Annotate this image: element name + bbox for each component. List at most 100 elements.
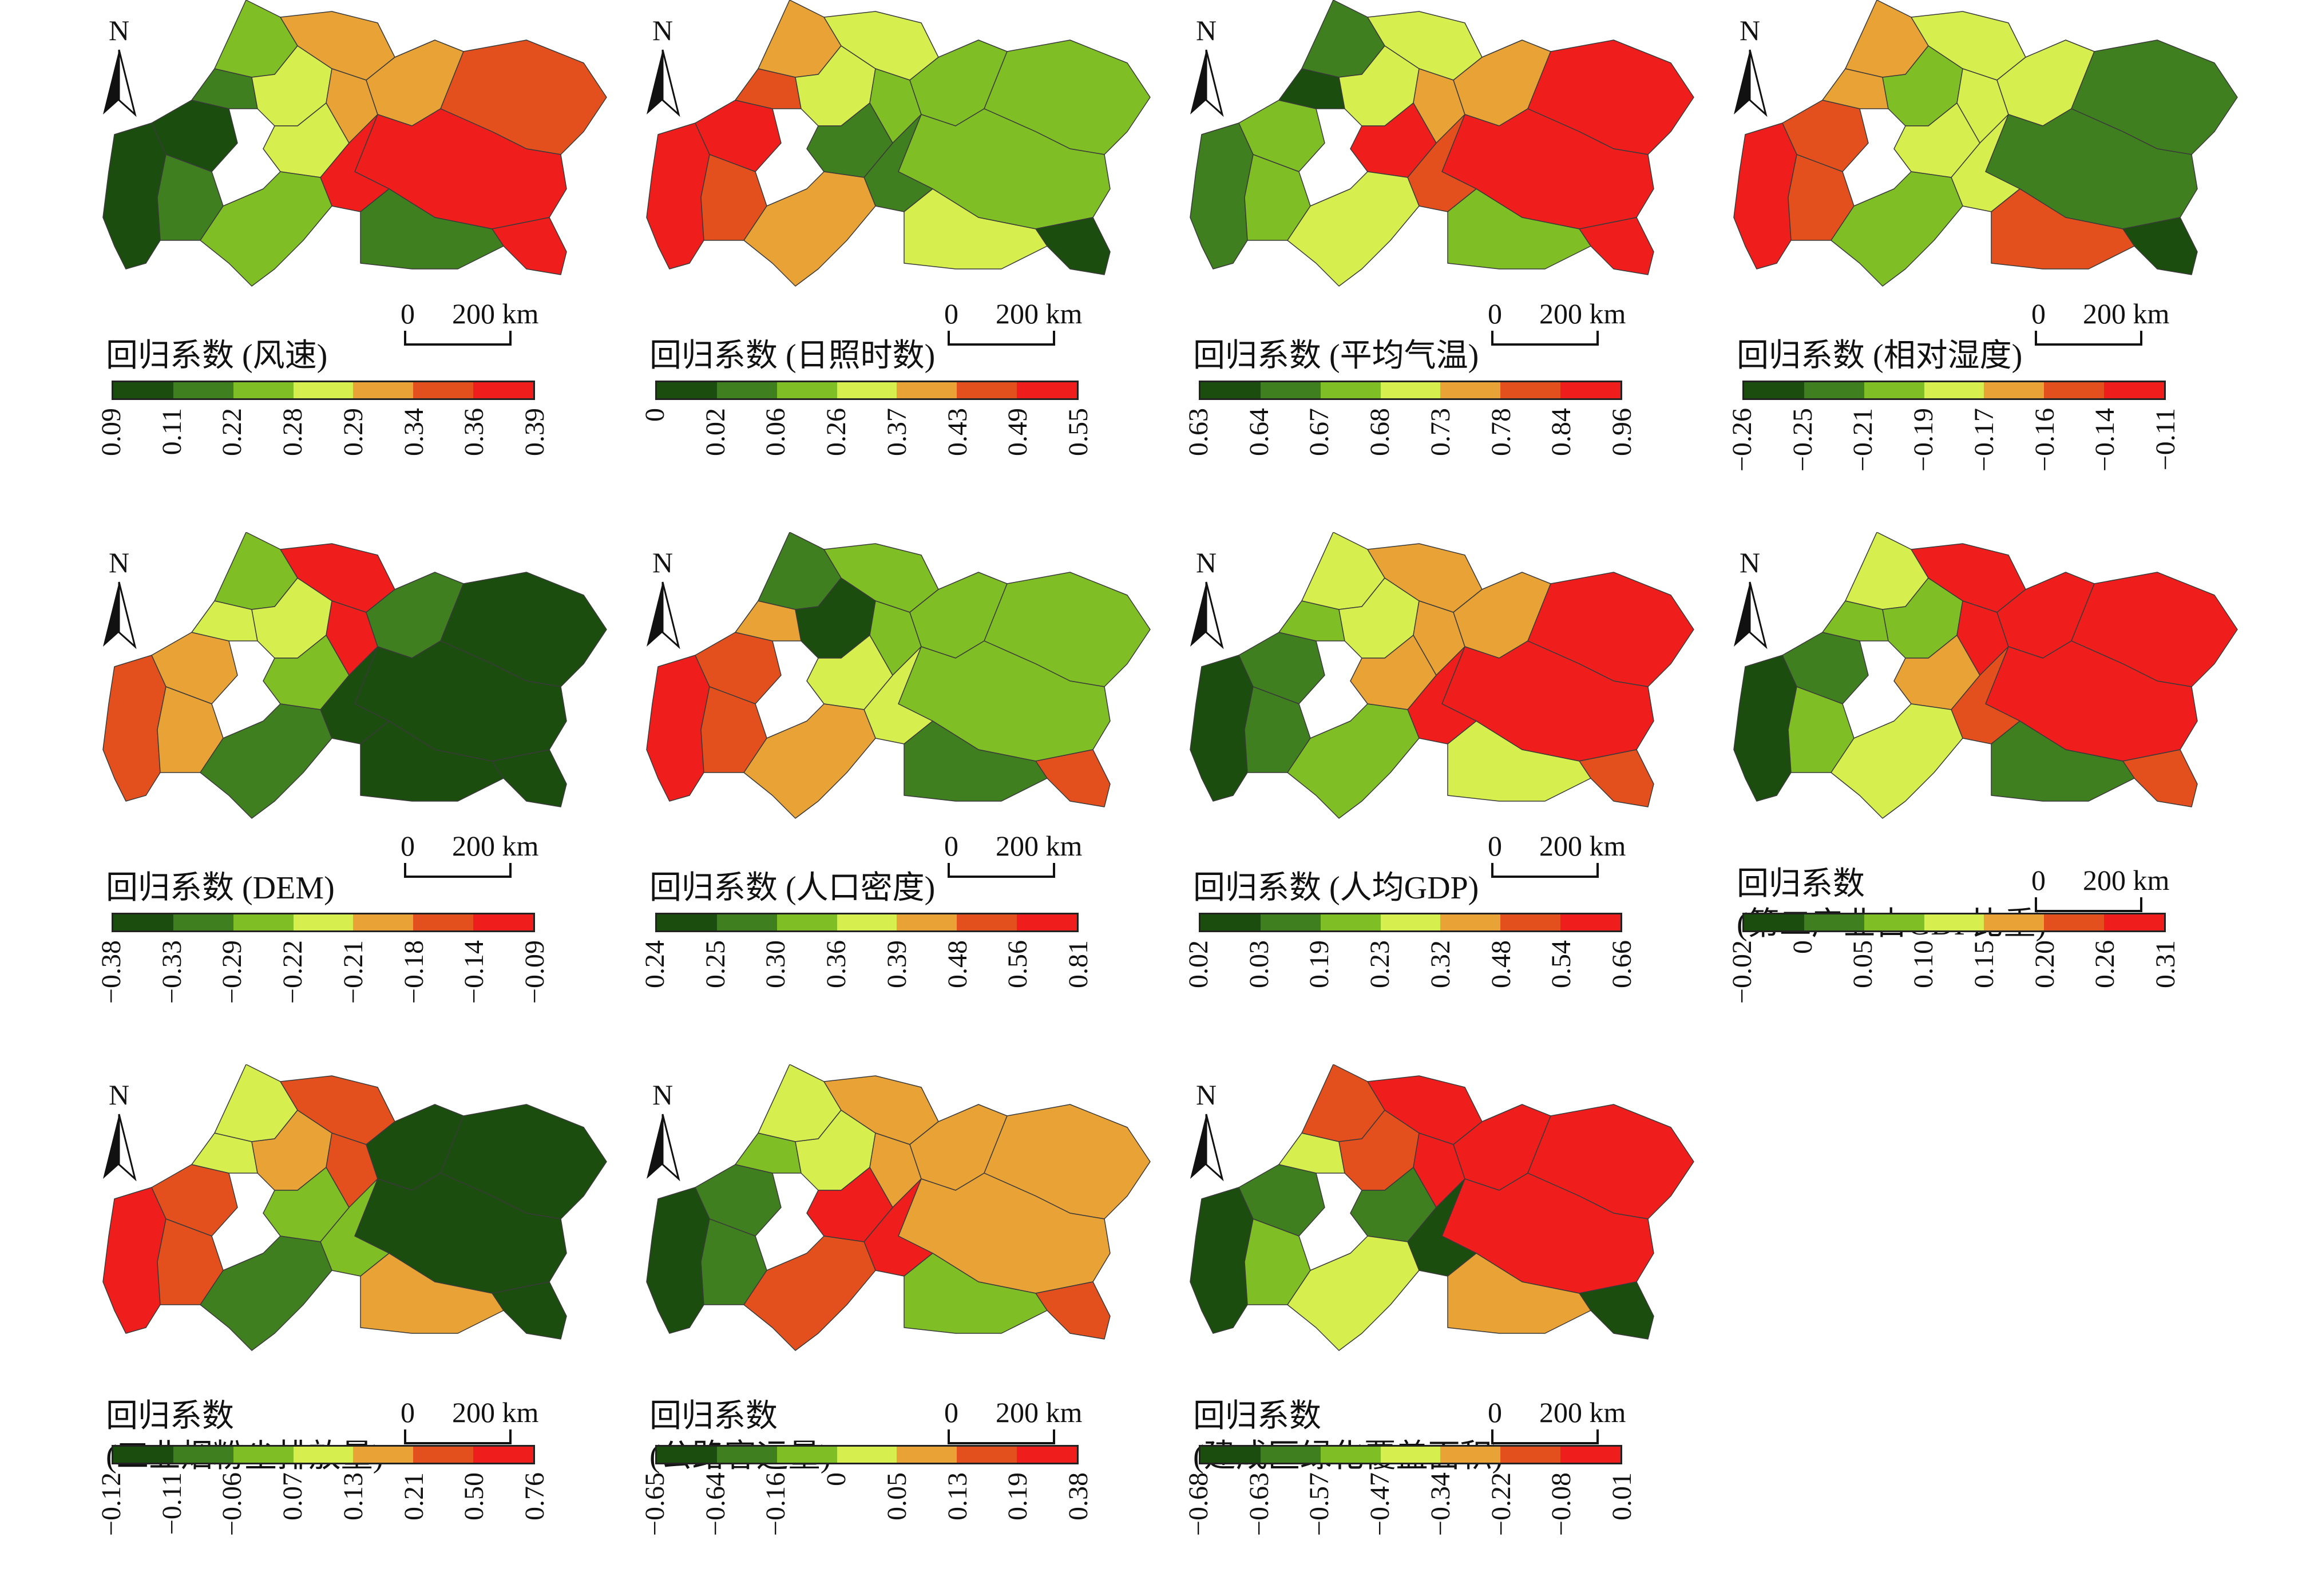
legend-swatch [1984,382,2045,398]
scale-bar-line [1491,331,1599,346]
legend-tick-label: 0.09 [96,408,126,456]
map-region [1190,122,1254,270]
map-region [1447,720,1591,802]
legend-tick-label: 0.68 [1365,408,1396,456]
legend-tick-label: 0.26 [821,408,852,456]
map-region [806,635,893,710]
legend-title-line: 回归系数 (人均GDP) [1193,870,1479,906]
map-region [1831,703,1963,819]
legend-swatch [293,382,354,398]
scale-bar-distance-label: 200 km [996,830,1083,862]
scale-bar-line [2035,897,2142,912]
legend-swatch [1260,1447,1321,1463]
legend-swatch [233,1447,294,1463]
legend-swatch [1804,382,1864,398]
legend-swatch [353,382,414,398]
legend-title: 回归系数(建成区绿化覆盖面积) [1193,1396,1503,1476]
legend-tick-label: 0.19 [1003,1472,1033,1520]
map-region [1447,188,1591,270]
legend-tick-label: 0.01 [1607,1472,1637,1520]
legend-swatch [716,382,777,398]
legend-swatch [1864,914,1924,930]
legend-title-line: 回归系数 (日照时数) [649,338,936,374]
legend-swatch [173,914,233,930]
map-region [102,122,167,270]
legend-tick-label: −0.63 [1243,1472,1274,1536]
north-arrow-light-half [118,581,137,650]
legend-tick-label: −0.64 [700,1472,731,1536]
legend-title: 回归系数(第二产业占GDP比重) [1737,864,2046,944]
legend-swatch [837,382,897,398]
legend-colorbar [655,913,1079,932]
legend-tick-label: −0.16 [2029,408,2060,472]
scale-bar-distance-label: 200 km [1539,830,1626,862]
legend-title: 回归系数 (日照时数) [649,336,935,375]
legend-swatch [413,382,474,398]
scale-bar-distance-label: 200 km [452,298,539,330]
legend-tick-label: −0.19 [1908,408,1939,472]
legend-tick-label: 0.38 [1063,1472,1093,1520]
legend-title: 回归系数 (DEM) [106,869,335,908]
legend-tick-label: 0.05 [881,1472,912,1520]
legend-tick-label: −0.08 [1546,1472,1577,1536]
legend-swatch [413,914,474,930]
scale-bar-distance-label: 200 km [1539,1396,1626,1428]
scale-bar-line [948,1429,1055,1444]
map-region [743,703,876,819]
legend-tick-label: 0.20 [2029,940,2060,988]
legend-swatch [1924,914,1984,930]
legend-tick-label: −0.12 [96,1472,126,1536]
legend-swatch [1744,914,1804,930]
legend-tick-label: 0.96 [1607,408,1637,456]
legend-tick-label: −0.29 [217,940,248,1004]
legend-colorbar [1742,381,2166,400]
legend-tick-label: 0.56 [1003,940,1033,988]
legend-swatch [353,1447,414,1463]
scale-bar-zero-label: 0 [944,1396,958,1428]
north-arrow: N [1711,546,1791,655]
map-region [806,102,893,178]
map-region [1287,1235,1420,1351]
legend-tick-label: −0.21 [1848,408,1879,472]
choropleth-map [646,532,1151,819]
legend-swatch [1440,382,1501,398]
legend-tick-label: 0.13 [942,1472,973,1520]
scale-bar-zero-label: 0 [401,830,415,862]
legend-tick-label: −0.38 [96,940,126,1004]
choropleth-map [646,0,1151,287]
map-panel: N 0 200 km 回归系数(工业烟粉尘排放量)−0.12 −0.11 −0.06 0.0… [92,1064,644,1591]
legend-title-line: 回归系数 (相对湿度) [1737,338,2023,374]
legend-swatch [233,382,294,398]
north-arrow-light-half [1749,581,1768,650]
map-region [1733,655,1797,802]
legend-swatch [1200,914,1261,930]
legend-swatch [1017,1447,1077,1463]
legend-tick-label: −0.33 [156,940,187,1004]
legend-swatch [1200,1447,1261,1463]
north-arrow: N [1167,14,1247,123]
map-region [1287,171,1420,287]
map-panel: N 0 200 km 回归系数(建成区绿化覆盖面积)−0.68 −0.63 −0.57 −0… [1179,1064,1731,1591]
legend-tick-label: −0.25 [1787,408,1818,472]
legend-tick-label: 0.36 [821,940,852,988]
north-letter: N [108,14,130,46]
legend-swatch [113,1447,173,1463]
legend-title: 回归系数 (人均GDP) [1193,869,1479,908]
legend-swatch [1560,1447,1621,1463]
legend-tick-label: 0.54 [1546,940,1577,988]
map-region [360,1253,504,1334]
legend-tick-label: 0.49 [1003,408,1033,456]
legend-tick-label: −0.11 [2150,408,2181,471]
legend-tick-label: 0 [1787,940,1818,954]
scale-bar: 0 200 km [2031,298,2169,349]
legend-tick-label: 0.02 [1183,940,1214,988]
legend-swatch [1984,914,2045,930]
legend-tick-label: 0.66 [1607,940,1637,988]
map-region [1893,635,1980,710]
scale-bar-zero-label: 0 [401,1396,415,1428]
legend-title: 回归系数 (人口密度) [649,869,935,908]
north-arrow-light-half [661,581,680,650]
north-arrow-icon [103,581,137,650]
map-region [200,171,332,287]
legend-swatch [353,914,414,930]
